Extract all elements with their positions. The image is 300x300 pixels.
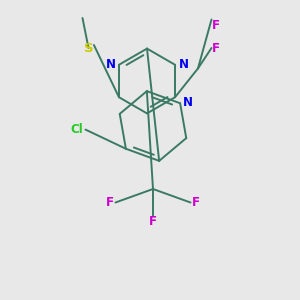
Text: F: F (106, 196, 114, 209)
Text: N: N (178, 58, 188, 71)
Text: N: N (183, 96, 193, 109)
Text: Cl: Cl (70, 123, 83, 136)
Text: F: F (212, 19, 220, 32)
Text: N: N (106, 58, 116, 71)
Text: F: F (149, 215, 157, 228)
Text: F: F (212, 41, 220, 55)
Text: S: S (84, 41, 93, 55)
Text: F: F (192, 196, 200, 209)
